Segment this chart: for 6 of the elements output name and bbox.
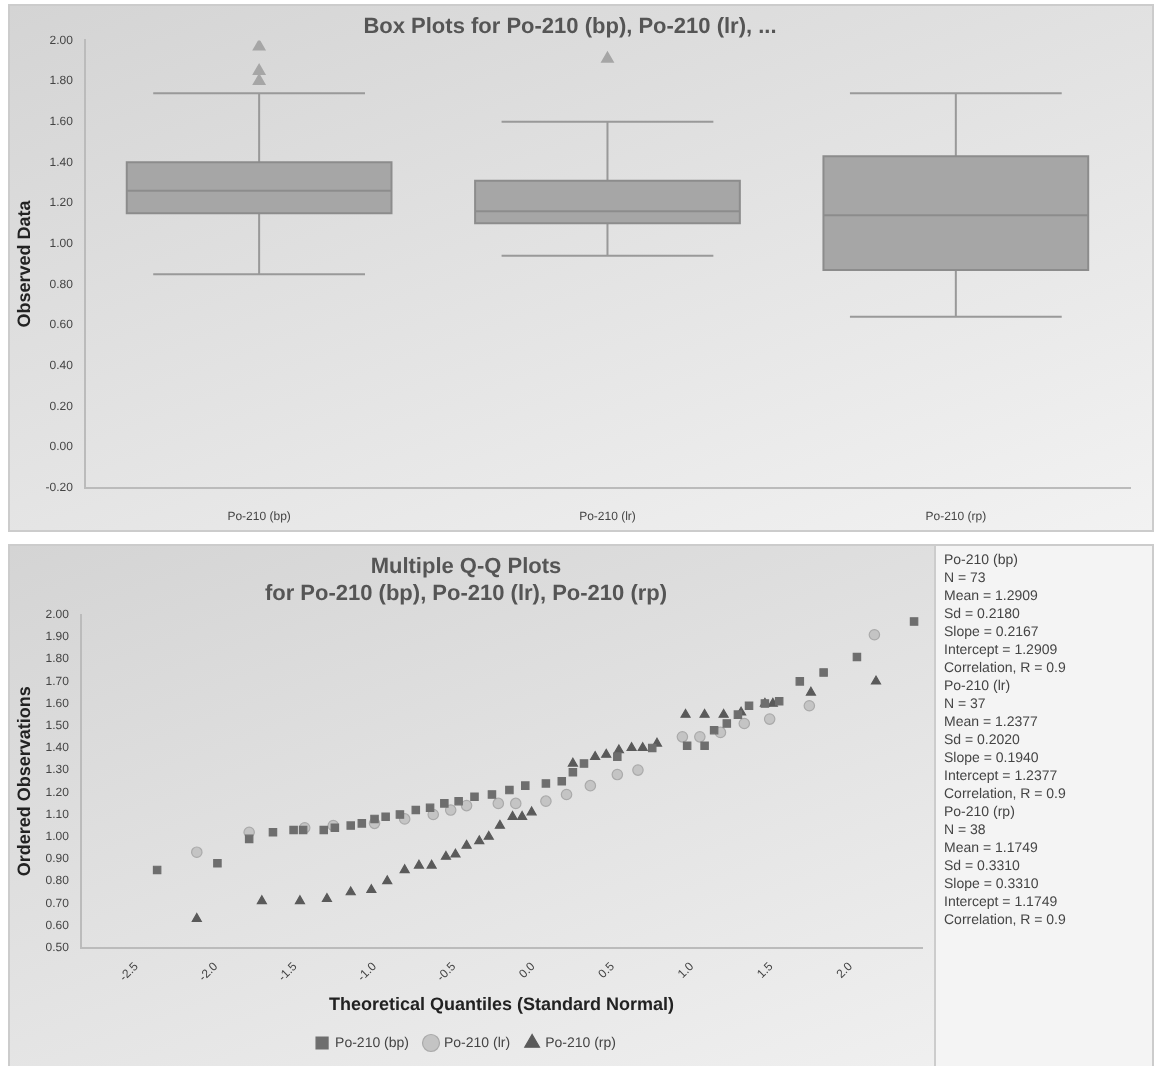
y-axis-title: Ordered Observations (13, 686, 34, 877)
chart-title: Multiple Q-Q Plots (370, 555, 562, 580)
chart-title: Box Plots for Po-210 (bp), Po-210 (lr), ... (363, 15, 777, 40)
y-axis-title: Observed Data (13, 198, 34, 328)
x-axis-title: Theoretical Quantiles (Standard Normal) (328, 994, 675, 1015)
chart-subtitle: for Po-210 (bp), Po-210 (lr), Po-210 (rp) (264, 581, 668, 606)
